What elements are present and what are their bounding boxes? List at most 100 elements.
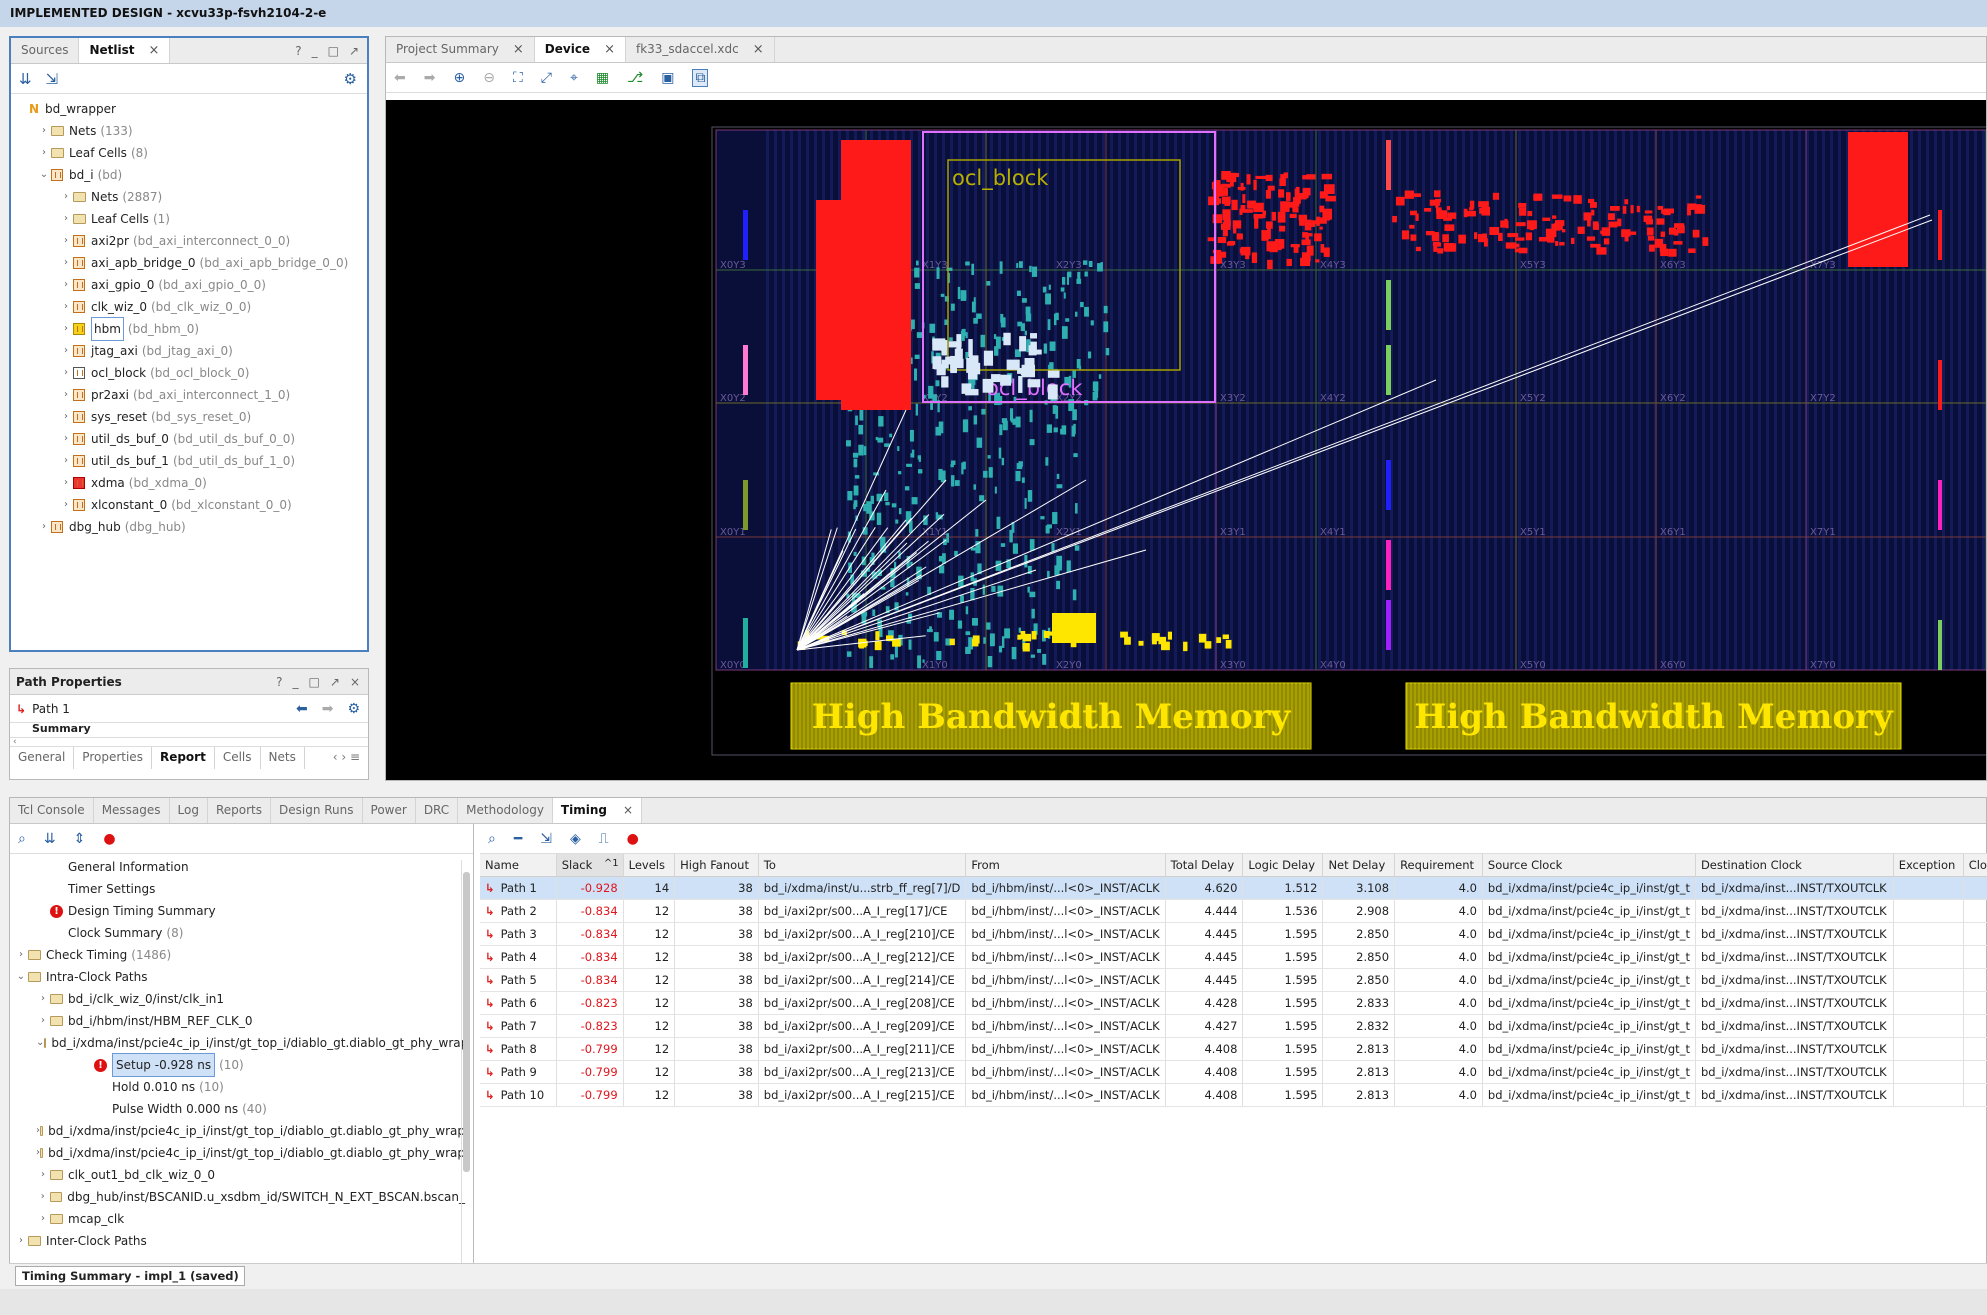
zoom-area-icon[interactable]: ⤢ [540,69,552,86]
help-icon[interactable]: ? [295,43,302,58]
column-header-destination-clock[interactable]: Destination Clock [1695,854,1894,877]
chevron-icon[interactable]: › [64,191,68,202]
close-icon[interactable]: × [512,42,524,57]
chevron-icon[interactable]: ⌄ [16,971,26,982]
netlist-tree-item[interactable]: › dbg_hub (dbg_hub) [15,516,363,538]
timing-summary-label[interactable]: Timing Summary - impl_1 (saved) [15,1266,245,1286]
timing-tree-item[interactable]: General Information [14,856,469,878]
netlist-tree-item[interactable]: › Leaf Cells (8) [15,142,363,164]
netlist-tree-item[interactable]: › Nets (133) [15,120,363,142]
chevron-icon[interactable]: › [64,455,68,466]
column-header-high-fanout[interactable]: High Fanout [674,854,759,877]
summary-section[interactable]: Summary [32,723,91,735]
chevron-icon[interactable]: › [41,1169,45,1180]
tab-timing[interactable]: Timing × [552,798,643,823]
netlist-tree-item[interactable]: › util_ds_buf_1 (bd_util_ds_buf_1_0) [15,450,363,472]
netlist-tree-item[interactable]: › pr2axi (bd_axi_interconnect_1_0) [15,384,363,406]
chevron-icon[interactable]: › [41,993,45,1004]
float-icon[interactable]: ↗ [329,674,340,689]
chevron-icon[interactable]: › [42,147,46,158]
timing-tree-item[interactable]: Pulse Width 0.000 ns (40) [14,1098,469,1120]
netlist-tree-item[interactable]: › xdma (bd_xdma_0) [15,472,363,494]
chevron-icon[interactable]: › [64,411,68,422]
chevron-icon[interactable]: › [64,301,68,312]
grid-icon[interactable]: ▦ [595,69,610,86]
column-header-logic-delay[interactable]: Logic Delay [1242,854,1324,877]
tab-methodology[interactable]: Methodology [458,798,553,823]
close-icon[interactable]: × [622,803,634,817]
timing-tree-item[interactable]: ⌄ Intra-Clock Paths [14,966,469,988]
minimize-icon[interactable]: _ [311,43,318,58]
chevron-icon[interactable]: › [64,499,68,510]
tab-netlist[interactable]: Netlist × [79,38,171,63]
timing-tree-item[interactable]: ! Design Timing Summary [14,900,469,922]
timing-tree-item[interactable]: › Inter-Clock Paths [14,1230,469,1250]
column-header-name[interactable]: Name [480,854,557,877]
column-header-requirement[interactable]: Requirement [1394,854,1483,877]
search-icon[interactable]: ⌕ [18,830,26,847]
route-icon[interactable]: ⎇ [627,69,644,86]
netlist-tree-item[interactable]: › Leaf Cells (1) [15,208,363,230]
expand-selection-icon[interactable]: ⇲ [45,69,59,88]
highlight-icon[interactable]: ◈ [570,830,581,847]
error-filter-icon[interactable]: ● [626,830,639,847]
tab-drc[interactable]: DRC [416,798,459,823]
chevron-icon[interactable]: › [64,213,68,224]
netlist-tree-item[interactable]: › xlconstant_0 (bd_xlconstant_0_0) [15,494,363,516]
tab-properties[interactable]: Properties [74,747,152,769]
table-row[interactable]: ↳ Path 10 -0.799 12 38 bd_i/axi2pr/s00...A_I_… [480,1083,1987,1107]
timing-tree-item[interactable]: Clock Summary (8) [14,922,469,944]
table-row[interactable]: ↳ Path 2 -0.834 12 38 bd_i/axi2pr/s00...A_I_r… [480,899,1987,923]
timing-tree-item[interactable]: ⌄ bd_i/xdma/inst/pcie4c_ip_i/inst/gt_top_… [14,1032,469,1054]
crosshair-icon[interactable]: ⌖ [569,69,578,86]
close-icon[interactable]: × [148,43,160,58]
back-arrow-icon[interactable]: ⬅ [394,69,406,86]
timing-tree-item[interactable]: › Check Timing (1486) [14,944,469,966]
netlist-tree-item[interactable]: › hbm (bd_hbm_0) [15,317,363,341]
netlist-tree-item[interactable]: › jtag_axi (bd_jtag_axi_0) [15,340,363,362]
error-filter-icon[interactable]: ● [103,830,116,847]
minus-icon[interactable]: ━ [513,830,523,847]
tab-fk33-sdaccel-xdc[interactable]: fk33_sdaccel.xdc × [626,37,775,62]
table-row[interactable]: ↳ Path 3 -0.834 12 38 bd_i/axi2pr/s00...A_I_r… [480,922,1987,946]
tab-tcl-console[interactable]: Tcl Console [10,798,94,823]
table-row[interactable]: ↳ Path 5 -0.834 12 38 bd_i/axi2pr/s00...A_I_r… [480,968,1987,992]
tab-sources[interactable]: Sources [11,38,80,63]
zoom-out-icon[interactable]: ⊖ [483,69,495,86]
gear-icon[interactable]: ⚙ [343,69,357,88]
float-icon[interactable]: ↗ [348,43,359,58]
gear-icon[interactable]: ⚙ [347,700,360,717]
zoom-fit-icon[interactable]: ⛶ [512,69,523,86]
chevron-icon[interactable]: › [42,521,46,532]
back-arrow-icon[interactable]: ⬅ [295,700,308,717]
tab-power[interactable]: Power [363,798,416,823]
chevron-icon[interactable]: › [64,279,68,290]
chevron-icon[interactable]: › [19,949,23,960]
chevron-icon[interactable]: › [41,1213,45,1224]
forward-arrow-icon[interactable]: ➡ [423,69,436,86]
chevron-icon[interactable]: › [64,323,68,334]
column-header-clo[interactable]: Clo [1963,854,1987,877]
timing-tree-item[interactable]: ! Setup -0.928 ns (10) [14,1053,469,1077]
tab-general[interactable]: General [10,747,75,769]
timing-tree-item[interactable]: Timer Settings [14,878,469,900]
chevron-icon[interactable]: › [36,1147,40,1158]
chevron-icon[interactable]: › [64,433,68,444]
netlist-tree-item[interactable]: › axi_apb_bridge_0 (bd_axi_apb_bridge_0_0) [15,252,363,274]
column-header-total-delay[interactable]: Total Delay [1165,854,1244,877]
export-icon[interactable]: ⇲ [540,830,553,847]
table-row[interactable]: ↳ Path 7 -0.823 12 38 bd_i/axi2pr/s00...A_I_r… [480,1014,1987,1038]
chevron-icon[interactable]: › [42,125,46,136]
chevron-icon[interactable]: › [64,235,68,246]
chevron-icon[interactable]: › [19,1235,23,1246]
close-icon[interactable]: × [349,674,360,689]
schematic-icon[interactable]: ⎍ [598,830,609,847]
timing-tree-item[interactable]: › bd_i/xdma/inst/pcie4c_ip_i/inst/gt_top_… [14,1120,469,1142]
minimize-icon[interactable]: _ [292,674,299,689]
column-header-levels[interactable]: Levels [623,854,676,877]
zoom-in-icon[interactable]: ⊕ [453,69,466,86]
table-row[interactable]: ↳ Path 4 -0.834 12 38 bd_i/axi2pr/s00...A_I_r… [480,945,1987,969]
netlist-tree-item[interactable]: ⌄ bd_i (bd) [15,164,363,186]
horizontal-scrollbar[interactable]: ‹ [10,737,368,747]
expand-all-icon[interactable]: ⇕ [73,830,86,847]
